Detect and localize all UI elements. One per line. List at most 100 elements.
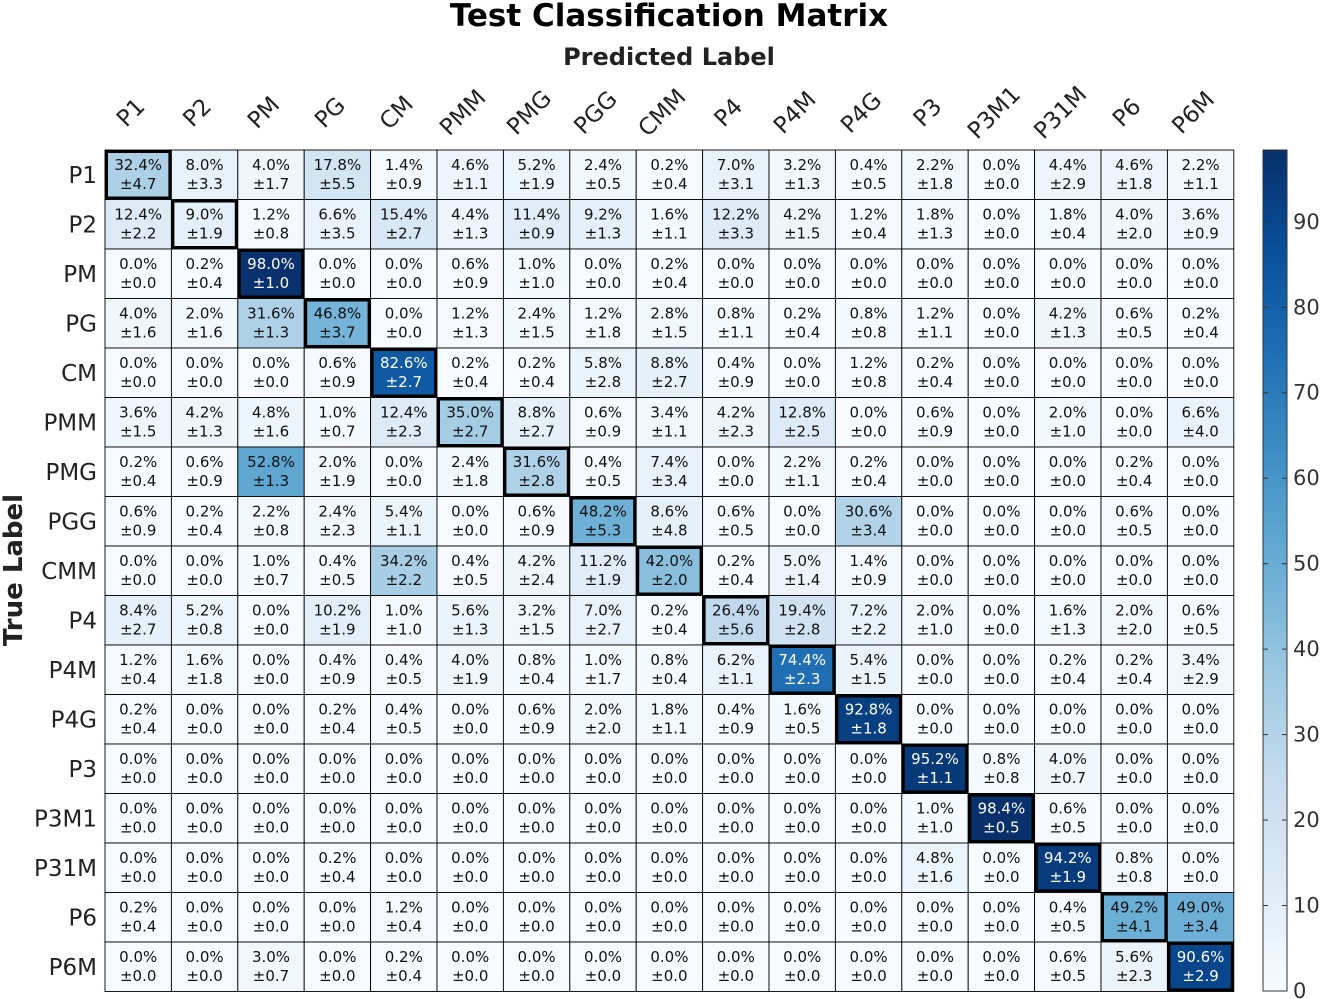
cell-error-label: ±0.0 [850, 274, 886, 292]
cell-value-label: 0.0% [717, 899, 755, 917]
matrix-cell: 0.6%±0.5 [1166, 595, 1235, 646]
cell-value-label: 0.0% [584, 849, 622, 867]
matrix-cell: 5.2%±0.8 [170, 595, 239, 646]
cell-error-label: ±1.5 [120, 423, 156, 441]
cell-error-label: ±1.6 [120, 324, 156, 342]
matrix-cell: 0.2%±0.4 [502, 347, 571, 398]
cell-error-label: ±0.0 [1050, 720, 1086, 738]
cell-fill [569, 842, 637, 893]
cell-value-label: 0.2% [717, 552, 755, 570]
matrix-cell: 12.4%±2.2 [104, 199, 172, 250]
cell-value-label: 0.0% [982, 255, 1020, 273]
cell-error-label: ±0.4 [518, 373, 554, 391]
matrix-cell: 0.0%±0.0 [170, 694, 239, 745]
cell-value-label: 0.0% [916, 948, 954, 966]
cell-fill [1166, 347, 1235, 398]
cell-value-label: 0.0% [385, 849, 423, 867]
matrix-cell: 0.0%±0.0 [967, 149, 1036, 200]
cell-error-label: ±2.9 [1182, 670, 1218, 688]
matrix-cell: 0.0%±0.0 [768, 892, 836, 943]
cell-error-label: ±3.3 [186, 175, 222, 193]
matrix-cell: 1.2%±0.8 [834, 347, 903, 398]
cell-error-label: ±0.4 [120, 670, 156, 688]
matrix-cell: 0.6%±0.9 [569, 397, 637, 448]
matrix-cell: 0.0%±0.0 [569, 743, 637, 794]
cell-fill [967, 347, 1036, 398]
cell-value-label: 0.0% [717, 453, 755, 471]
cell-fill [303, 793, 372, 844]
matrix-cell: 0.4%±0.5 [370, 644, 438, 695]
cell-fill [834, 248, 903, 299]
matrix-cell: 0.0%±0.0 [569, 941, 637, 992]
matrix-cell: 0.0%±0.0 [569, 793, 637, 844]
matrix-cell: 0.6%±0.5 [1034, 941, 1102, 992]
cell-value-label: 48.2% [579, 503, 627, 521]
cell-error-label: ±1.3 [1050, 621, 1086, 639]
matrix-cell: 0.0%±0.0 [1166, 793, 1235, 844]
matrix-cell: 1.0%±1.0 [502, 248, 571, 299]
row-label: P4 [68, 608, 97, 634]
cell-error-label: ±1.3 [452, 621, 488, 639]
cell-fill [502, 545, 571, 596]
matrix-cell: 0.4%±0.9 [702, 694, 770, 745]
diagonal-highlight [105, 150, 172, 200]
cell-fill [1100, 941, 1168, 992]
cell-fill [702, 743, 770, 794]
cell-error-label: ±0.0 [917, 918, 953, 936]
cell-value-label: 0.0% [1182, 354, 1220, 372]
cell-value-label: 0.0% [1182, 552, 1220, 570]
cell-fill [768, 545, 836, 596]
column-label: PGG [569, 86, 622, 139]
cell-fill [1034, 595, 1102, 646]
matrix-cell: 0.0%±0.0 [1166, 496, 1235, 547]
cell-value-label: 0.0% [252, 899, 290, 917]
cell-error-label: ±0.0 [452, 522, 488, 540]
cell-error-label: ±1.3 [253, 472, 289, 490]
cell-fill [170, 199, 239, 250]
row-label: P31M [34, 856, 97, 882]
cell-error-label: ±0.0 [917, 522, 953, 540]
cell-error-label: ±0.0 [186, 868, 222, 886]
cell-value-label: 1.2% [385, 899, 423, 917]
cell-value-label: 0.0% [1049, 701, 1087, 719]
cell-error-label: ±1.1 [452, 175, 488, 193]
cell-value-label: 3.0% [252, 948, 290, 966]
cell-value-label: 0.6% [1115, 503, 1153, 521]
cell-fill [436, 892, 504, 943]
cell-value-label: 1.0% [318, 404, 356, 422]
cell-fill [901, 248, 969, 299]
cell-value-label: 0.0% [451, 750, 489, 768]
cell-error-label: ±0.0 [452, 769, 488, 787]
matrix-cell: 0.0%±0.0 [768, 743, 836, 794]
cell-value-label: 0.0% [119, 948, 157, 966]
cell-error-label: ±0.0 [186, 918, 222, 936]
matrix-cell: 8.0%±3.3 [170, 149, 239, 200]
cell-value-label: 0.0% [385, 453, 423, 471]
cell-value-label: 0.0% [119, 255, 157, 273]
cell-value-label: 2.8% [650, 305, 688, 323]
matrix-cell: 95.2%±1.1 [901, 743, 969, 794]
cell-error-label: ±0.0 [651, 819, 687, 837]
cell-value-label: 0.0% [982, 503, 1020, 521]
cell-value-label: 4.2% [186, 404, 224, 422]
cell-value-label: 0.0% [252, 354, 290, 372]
cell-fill [702, 298, 770, 349]
cell-value-label: 0.0% [584, 899, 622, 917]
matrix-cell: 0.0%±0.0 [1034, 446, 1102, 497]
cell-value-label: 0.0% [119, 354, 157, 372]
column-label: P4G [836, 87, 887, 138]
cell-value-label: 0.0% [717, 255, 755, 273]
cell-error-label: ±0.4 [1116, 670, 1152, 688]
cell-value-label: 17.8% [314, 156, 362, 174]
cell-value-label: 0.0% [584, 255, 622, 273]
cell-fill [170, 793, 239, 844]
cell-fill [237, 298, 305, 349]
cell-value-label: 12.8% [778, 404, 826, 422]
cell-error-label: ±0.0 [1182, 720, 1218, 738]
cell-error-label: ±0.0 [850, 918, 886, 936]
cell-error-label: ±2.7 [120, 621, 156, 639]
cell-error-label: ±0.5 [386, 670, 422, 688]
cell-fill [1034, 248, 1102, 299]
cell-fill [702, 149, 770, 200]
